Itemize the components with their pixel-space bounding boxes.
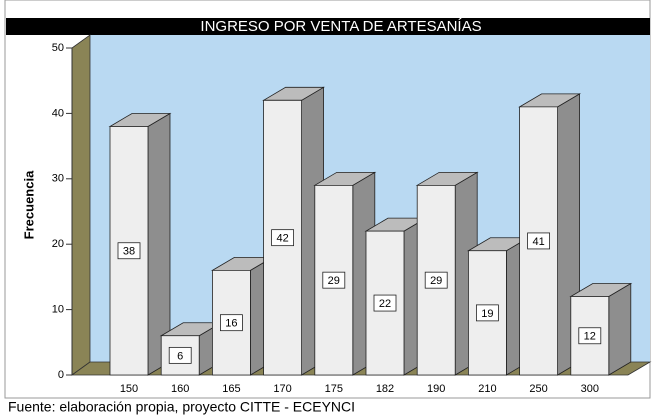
value-label: 38	[123, 246, 135, 258]
value-label-box	[527, 232, 550, 250]
x-tick-label: 182	[376, 383, 394, 395]
y-tick-label: 50	[52, 42, 64, 54]
left-wall	[71, 34, 91, 376]
value-label: 29	[430, 275, 442, 287]
source-note: Fuente: elaboración propia, proyecto CIT…	[8, 399, 355, 415]
y-tick-label: 40	[52, 107, 64, 119]
y-axis-label: Frecuencia	[21, 170, 36, 239]
x-tick-label: 300	[581, 383, 599, 395]
x-tick-label: 210	[478, 383, 496, 395]
x-tick-label: 175	[325, 383, 343, 395]
value-label: 29	[328, 275, 340, 287]
title-band	[6, 18, 650, 35]
value-label-box	[219, 314, 243, 332]
y-tick-label: 0	[58, 369, 64, 381]
value-label: 22	[379, 298, 391, 310]
value-label-box	[168, 346, 192, 364]
value-label-box	[424, 271, 448, 289]
value-label-box	[373, 294, 397, 312]
value-label-box	[271, 229, 295, 247]
bar-side	[608, 282, 632, 376]
y-tick-label: 20	[52, 238, 64, 250]
value-label: 16	[225, 318, 237, 330]
chart-title: INGRESO POR VENTA DE ARTESANÍAS	[200, 18, 481, 35]
value-label: 12	[584, 331, 596, 343]
x-tick-label: 160	[171, 383, 189, 395]
value-label: 41	[532, 236, 544, 248]
x-tick-label: 165	[222, 383, 240, 395]
value-label-box	[578, 327, 602, 345]
x-tick-label: 170	[273, 383, 291, 395]
x-tick-label: 250	[529, 383, 547, 395]
y-tick-label: 10	[52, 304, 64, 316]
x-tick-label: 190	[427, 383, 445, 395]
value-label-box	[475, 304, 499, 322]
value-label: 19	[481, 308, 493, 320]
value-label: 6	[177, 350, 183, 362]
value-label: 42	[276, 233, 288, 245]
value-label-box	[322, 271, 346, 289]
value-label-box	[117, 242, 141, 260]
x-tick-label: 150	[120, 383, 138, 395]
y-tick-label: 30	[52, 173, 64, 185]
